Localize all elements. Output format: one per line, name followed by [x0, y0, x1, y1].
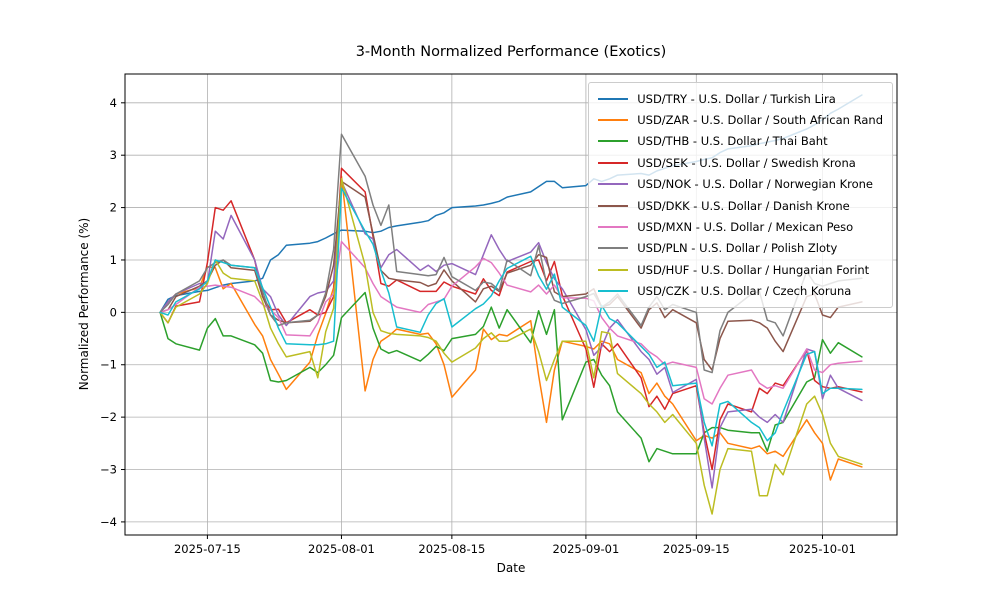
y-tick-label: 4	[110, 96, 117, 110]
legend-entry-usd-nok: USD/NOK - U.S. Dollar / Norwegian Krone	[598, 174, 883, 195]
legend-entry-usd-czk: USD/CZK - U.S. Dollar / Czech Koruna	[598, 281, 883, 302]
y-tick-label: 1	[110, 253, 117, 267]
legend-label: USD/THB - U.S. Dollar / Thai Baht	[637, 134, 828, 149]
y-tick-label: 2	[110, 201, 117, 215]
legend-label: USD/CZK - U.S. Dollar / Czech Koruna	[637, 284, 852, 299]
series-line-usd-nok	[159, 180, 863, 489]
legend-entry-usd-pln: USD/PLN - U.S. Dollar / Polish Zloty	[598, 238, 883, 259]
x-tick-label: 2025-07-15	[174, 542, 241, 556]
x-axis-label: Date	[496, 561, 526, 575]
y-tick-label: −1	[100, 358, 117, 372]
legend-line-swatch	[598, 119, 629, 122]
legend-entry-usd-sek: USD/SEK - U.S. Dollar / Swedish Krona	[598, 152, 883, 173]
legend-label: USD/DKK - U.S. Dollar / Danish Krone	[637, 198, 850, 213]
legend-entry-usd-zar: USD/ZAR - U.S. Dollar / South African Ra…	[598, 109, 883, 130]
legend-line-swatch	[598, 183, 629, 186]
legend-line-swatch	[598, 161, 629, 164]
legend: USD/TRY - U.S. Dollar / Turkish Lira USD/…	[588, 82, 893, 308]
legend-label: USD/PLN - U.S. Dollar / Polish Zloty	[637, 241, 838, 256]
y-tick-label: −4	[100, 515, 117, 529]
x-tick-label: 2025-09-15	[663, 542, 730, 556]
legend-line-swatch	[598, 268, 629, 271]
series-line-usd-huf	[159, 178, 863, 515]
y-tick-label: 0	[110, 305, 117, 319]
chart-title: 3-Month Normalized Performance (Exotics)	[355, 44, 667, 60]
legend-line-swatch	[598, 226, 629, 229]
plot-border	[124, 73, 898, 536]
series-line-usd-mxn	[159, 240, 863, 405]
y-tick-label: −2	[100, 410, 117, 424]
legend-line-swatch	[598, 97, 629, 100]
legend-label: USD/SEK - U.S. Dollar / Swedish Krona	[637, 155, 856, 170]
legend-entry-usd-mxn: USD/MXN - U.S. Dollar / Mexican Peso	[598, 216, 883, 237]
legend-label: USD/HUF - U.S. Dollar / Hungarian Forint	[637, 262, 870, 277]
legend-entry-usd-huf: USD/HUF - U.S. Dollar / Hungarian Forint	[598, 259, 883, 280]
y-tick-label: 3	[110, 148, 117, 162]
legend-entry-usd-dkk: USD/DKK - U.S. Dollar / Danish Krone	[598, 195, 883, 216]
y-tick-label: −3	[100, 463, 117, 477]
legend-line-swatch	[598, 204, 629, 207]
legend-label: USD/ZAR - U.S. Dollar / South African Ra…	[637, 113, 883, 128]
legend-line-swatch	[598, 290, 629, 293]
x-tick-label: 2025-08-15	[418, 542, 485, 556]
series-line-usd-thb	[159, 291, 863, 463]
series-line-usd-czk	[159, 187, 863, 447]
legend-entry-usd-try: USD/TRY - U.S. Dollar / Turkish Lira	[598, 88, 883, 109]
x-tick-label: 2025-10-01	[789, 542, 856, 556]
legend-line-swatch	[598, 140, 629, 143]
legend-label: USD/TRY - U.S. Dollar / Turkish Lira	[637, 91, 836, 106]
legend-label: USD/NOK - U.S. Dollar / Norwegian Krone	[637, 177, 874, 192]
series-line-usd-zar	[159, 175, 863, 481]
legend-entry-usd-thb: USD/THB - U.S. Dollar / Thai Baht	[598, 131, 883, 152]
legend-line-swatch	[598, 247, 629, 250]
legend-label: USD/MXN - U.S. Dollar / Mexican Peso	[637, 220, 854, 235]
x-tick-label: 2025-08-01	[308, 542, 375, 556]
x-tick-label: 2025-09-01	[552, 542, 619, 556]
